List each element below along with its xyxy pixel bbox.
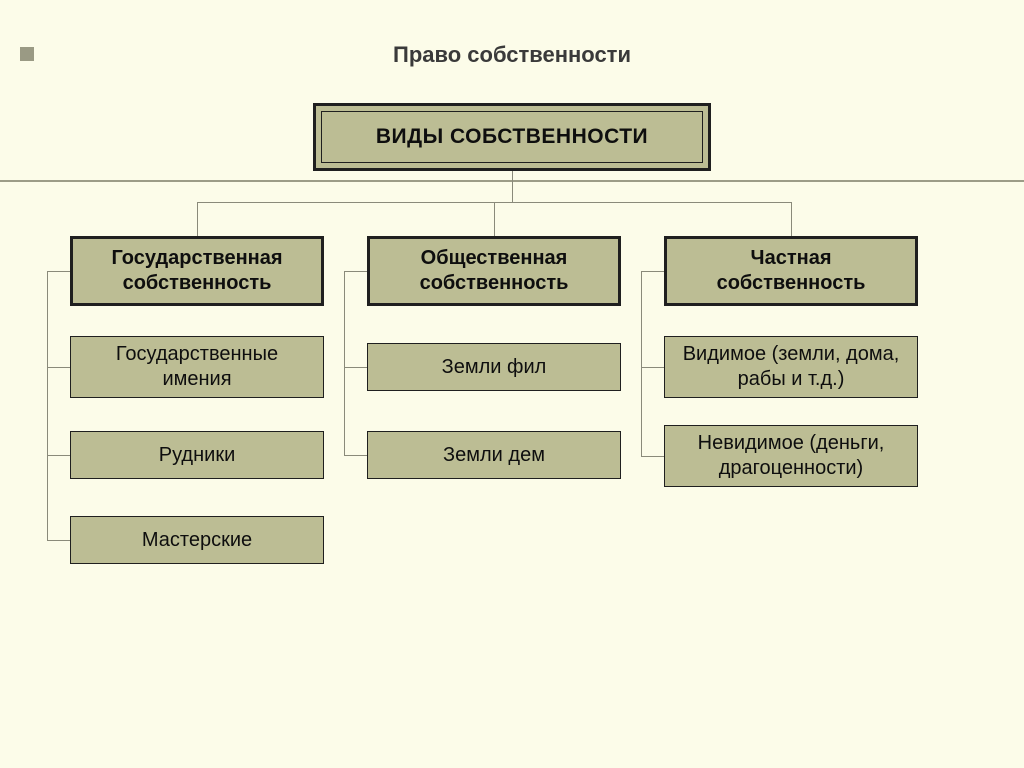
leaf-prv-1-label: Видимое (земли, дома, рабы и т.д.) xyxy=(673,342,909,392)
bracket-prv-spine xyxy=(641,271,642,456)
leaf-prv-2-label: Невидимое (деньги, драгоценности) xyxy=(673,431,909,481)
leaf-pub-1-label: Земли фил xyxy=(442,355,547,380)
connector-root-to-cat-0 xyxy=(197,202,198,236)
cat-gov-label: Государственная собственность xyxy=(81,246,313,296)
leaf-gov-1-box: Государственные имения xyxy=(70,336,324,398)
leaf-prv-1-box: Видимое (земли, дома, рабы и т.д.) xyxy=(664,336,918,398)
cat-public-label: Общественная собственность xyxy=(378,246,610,296)
bracket-gov-spine xyxy=(47,271,48,540)
bracket-pub-stub-0 xyxy=(344,367,367,368)
cat-priv-label: Частная собственность xyxy=(675,246,907,296)
bracket-pub-stub-cat xyxy=(344,271,367,272)
cat-priv-box: Частная собственность xyxy=(664,236,918,306)
leaf-pub-2-label: Земли дем xyxy=(443,443,545,468)
cat-public-box: Общественная собственность xyxy=(367,236,621,306)
leaf-prv-2-box: Невидимое (деньги, драгоценности) xyxy=(664,425,918,487)
bracket-gov-stub-1 xyxy=(47,455,70,456)
bullet-square-icon xyxy=(20,47,34,61)
leaf-gov-3-label: Мастерские xyxy=(142,528,252,553)
bracket-gov-stub-0 xyxy=(47,367,70,368)
leaf-pub-1-box: Земли фил xyxy=(367,343,621,391)
bracket-prv-stub-1 xyxy=(641,456,664,457)
leaf-gov-1-label: Государственные имения xyxy=(79,342,315,392)
leaf-gov-3-box: Мастерские xyxy=(70,516,324,564)
cat-gov-box: Государственная собственность xyxy=(70,236,324,306)
root-box: ВИДЫ СОБСТВЕННОСТИ xyxy=(313,103,711,171)
leaf-gov-2-box: Рудники xyxy=(70,431,324,479)
bracket-pub-spine xyxy=(344,271,345,455)
leaf-gov-2-label: Рудники xyxy=(159,443,235,468)
leaf-pub-2-box: Земли дем xyxy=(367,431,621,479)
bracket-prv-stub-cat xyxy=(641,271,664,272)
bracket-gov-stub-cat xyxy=(47,271,70,272)
bracket-pub-stub-1 xyxy=(344,455,367,456)
connector-root-to-cat-1 xyxy=(494,202,495,236)
bracket-prv-stub-0 xyxy=(641,367,664,368)
root-box-label: ВИДЫ СОБСТВЕННОСТИ xyxy=(321,111,703,163)
connector-root-drop xyxy=(512,171,513,202)
bracket-gov-stub-2 xyxy=(47,540,70,541)
page-title: Право собственности xyxy=(352,42,672,68)
connector-root-to-cat-2 xyxy=(791,202,792,236)
